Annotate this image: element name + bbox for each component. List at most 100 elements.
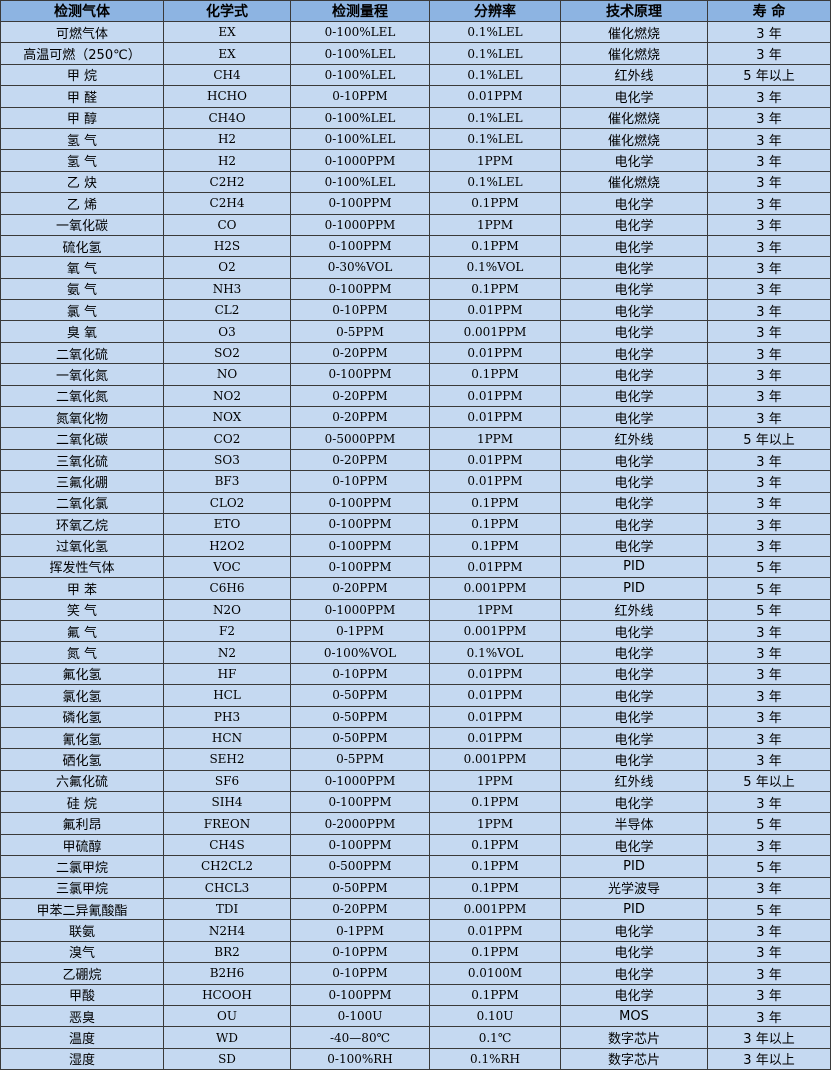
cell-range: 0-100PPM: [290, 512, 430, 536]
table-row: 高温可燃（250℃） EX 0-100%LEL 0.1%LEL 催化燃烧 3 年: [0, 42, 831, 65]
cell-resolution: 0.1%LEL: [429, 170, 561, 194]
cell-formula: O3: [163, 320, 291, 343]
header-lifespan: 寿 命: [707, 0, 831, 22]
table-row: 温度 WD -40—80℃ 0.1℃ 数字芯片 3 年以上: [0, 1026, 831, 1049]
cell-range: 0-100U: [290, 1004, 430, 1028]
cell-gas: 乙 炔: [0, 170, 164, 194]
cell-formula: CHCL3: [163, 876, 291, 900]
header-range: 检测量程: [290, 0, 430, 22]
table-row: 氟利昂 FREON 0-2000PPM 1PPM 半导体 5 年: [0, 812, 831, 835]
cell-formula: SIH4: [163, 791, 291, 814]
cell-lifespan: 5 年: [707, 855, 831, 878]
cell-lifespan: 3 年: [707, 641, 831, 664]
cell-formula: B2H6: [163, 962, 291, 985]
cell-gas: 二氯甲烷: [0, 855, 164, 878]
cell-formula: PH3: [163, 705, 291, 728]
cell-resolution: 0.1PPM: [429, 277, 561, 301]
cell-range: 0-5PPM: [290, 748, 430, 771]
cell-principle: 电化学: [560, 983, 708, 1006]
cell-lifespan: 3 年: [707, 277, 831, 301]
cell-range: 0-100PPM: [290, 192, 430, 215]
table-row: 硒化氢 SEH2 0-5PPM 0.001PPM 电化学 3 年: [0, 748, 831, 771]
table-row: 甲苯二异氰酸酯 TDI 0-20PPM 0.001PPM PID 5 年: [0, 898, 831, 921]
cell-gas: 氰化氢: [0, 726, 164, 750]
cell-range: 0-100PPM: [290, 555, 430, 579]
cell-principle: 电化学: [560, 363, 708, 386]
cell-formula: SEH2: [163, 748, 291, 771]
cell-gas: 甲苯二异氰酸酯: [0, 898, 164, 921]
cell-gas: 硅 烷: [0, 791, 164, 814]
cell-formula: ETO: [163, 512, 291, 536]
cell-gas: 氮氧化物: [0, 406, 164, 429]
cell-principle: 催化燃烧: [560, 106, 708, 129]
cell-range: 0-2000PPM: [290, 812, 430, 835]
cell-lifespan: 5 年以上: [707, 427, 831, 450]
table-row: 联氨 N2H4 0-1PPM 0.01PPM 电化学 3 年: [0, 919, 831, 942]
cell-resolution: 0.01PPM: [429, 684, 561, 707]
cell-resolution: 0.1℃: [429, 1026, 561, 1049]
table-row: 臭 氧 O3 0-5PPM 0.001PPM 电化学 3 年: [0, 320, 831, 343]
cell-resolution: 0.1%LEL: [429, 63, 561, 87]
table-row: 乙硼烷 B2H6 0-10PPM 0.0100M 电化学 3 年: [0, 962, 831, 985]
cell-lifespan: 3 年: [707, 320, 831, 343]
table-row: 甲 醛 HCHO 0-10PPM 0.01PPM 电化学 3 年: [0, 85, 831, 108]
cell-resolution: 0.1PPM: [429, 791, 561, 814]
cell-lifespan: 3 年: [707, 341, 831, 365]
header-row: 检测气体 化学式 检测量程 分辨率 技术原理 寿 命: [0, 0, 831, 22]
cell-principle: 电化学: [560, 234, 708, 258]
cell-formula: OU: [163, 1004, 291, 1028]
cell-formula: CO: [163, 213, 291, 236]
header-resolution: 分辨率: [429, 0, 561, 22]
cell-formula: H2: [163, 149, 291, 172]
table-row: 一氧化氮 NO 0-100PPM 0.1PPM 电化学 3 年: [0, 363, 831, 386]
cell-resolution: 0.1PPM: [429, 983, 561, 1006]
cell-formula: SF6: [163, 769, 291, 793]
cell-formula: NH3: [163, 277, 291, 301]
cell-resolution: 0.1PPM: [429, 491, 561, 514]
cell-range: 0-100%LEL: [290, 127, 430, 151]
cell-range: 0-100%VOL: [290, 641, 430, 664]
cell-principle: 电化学: [560, 192, 708, 215]
cell-resolution: 0.01PPM: [429, 662, 561, 686]
cell-range: 0-100%LEL: [290, 106, 430, 129]
cell-resolution: 0.01PPM: [429, 406, 561, 429]
cell-formula: TDI: [163, 898, 291, 921]
cell-gas: 挥发性气体: [0, 555, 164, 579]
cell-lifespan: 5 年以上: [707, 63, 831, 87]
cell-resolution: 0.001PPM: [429, 320, 561, 343]
cell-resolution: 0.1%LEL: [429, 42, 561, 65]
cell-formula: CH2CL2: [163, 855, 291, 878]
table-row: 三氯甲烷 CHCL3 0-50PPM 0.1PPM 光学波导 3 年: [0, 876, 831, 900]
table-row: 溴气 BR2 0-10PPM 0.1PPM 电化学 3 年: [0, 940, 831, 964]
cell-formula: VOC: [163, 555, 291, 579]
cell-principle: 电化学: [560, 470, 708, 493]
cell-resolution: 0.1%RH: [429, 1047, 561, 1071]
cell-lifespan: 5 年: [707, 598, 831, 621]
cell-formula: F2: [163, 619, 291, 643]
table-row: 乙 炔 C2H2 0-100%LEL 0.1%LEL 催化燃烧 3 年: [0, 170, 831, 194]
cell-lifespan: 3 年: [707, 42, 831, 65]
cell-lifespan: 3 年: [707, 363, 831, 386]
table-row: 过氧化氢 H2O2 0-100PPM 0.1PPM 电化学 3 年: [0, 534, 831, 557]
cell-gas: 硫化氢: [0, 234, 164, 258]
cell-range: -40—80℃: [290, 1026, 430, 1049]
cell-range: 0-1PPM: [290, 619, 430, 643]
cell-lifespan: 3 年: [707, 491, 831, 514]
cell-range: 0-1000PPM: [290, 769, 430, 793]
cell-resolution: 0.0100M: [429, 962, 561, 985]
cell-range: 0-30%VOL: [290, 256, 430, 279]
cell-lifespan: 3 年: [707, 256, 831, 279]
cell-gas: 氟化氢: [0, 662, 164, 686]
cell-lifespan: 3 年: [707, 170, 831, 194]
cell-principle: 电化学: [560, 791, 708, 814]
cell-range: 0-20PPM: [290, 898, 430, 921]
cell-resolution: 0.1PPM: [429, 876, 561, 900]
table-row: 二氧化碳 CO2 0-5000PPM 1PPM 红外线 5 年以上: [0, 427, 831, 450]
cell-principle: 半导体: [560, 812, 708, 835]
cell-formula: C2H2: [163, 170, 291, 194]
cell-principle: 催化燃烧: [560, 127, 708, 151]
cell-resolution: 0.1%VOL: [429, 256, 561, 279]
cell-lifespan: 3 年: [707, 940, 831, 964]
cell-lifespan: 5 年以上: [707, 769, 831, 793]
cell-resolution: 1PPM: [429, 812, 561, 835]
